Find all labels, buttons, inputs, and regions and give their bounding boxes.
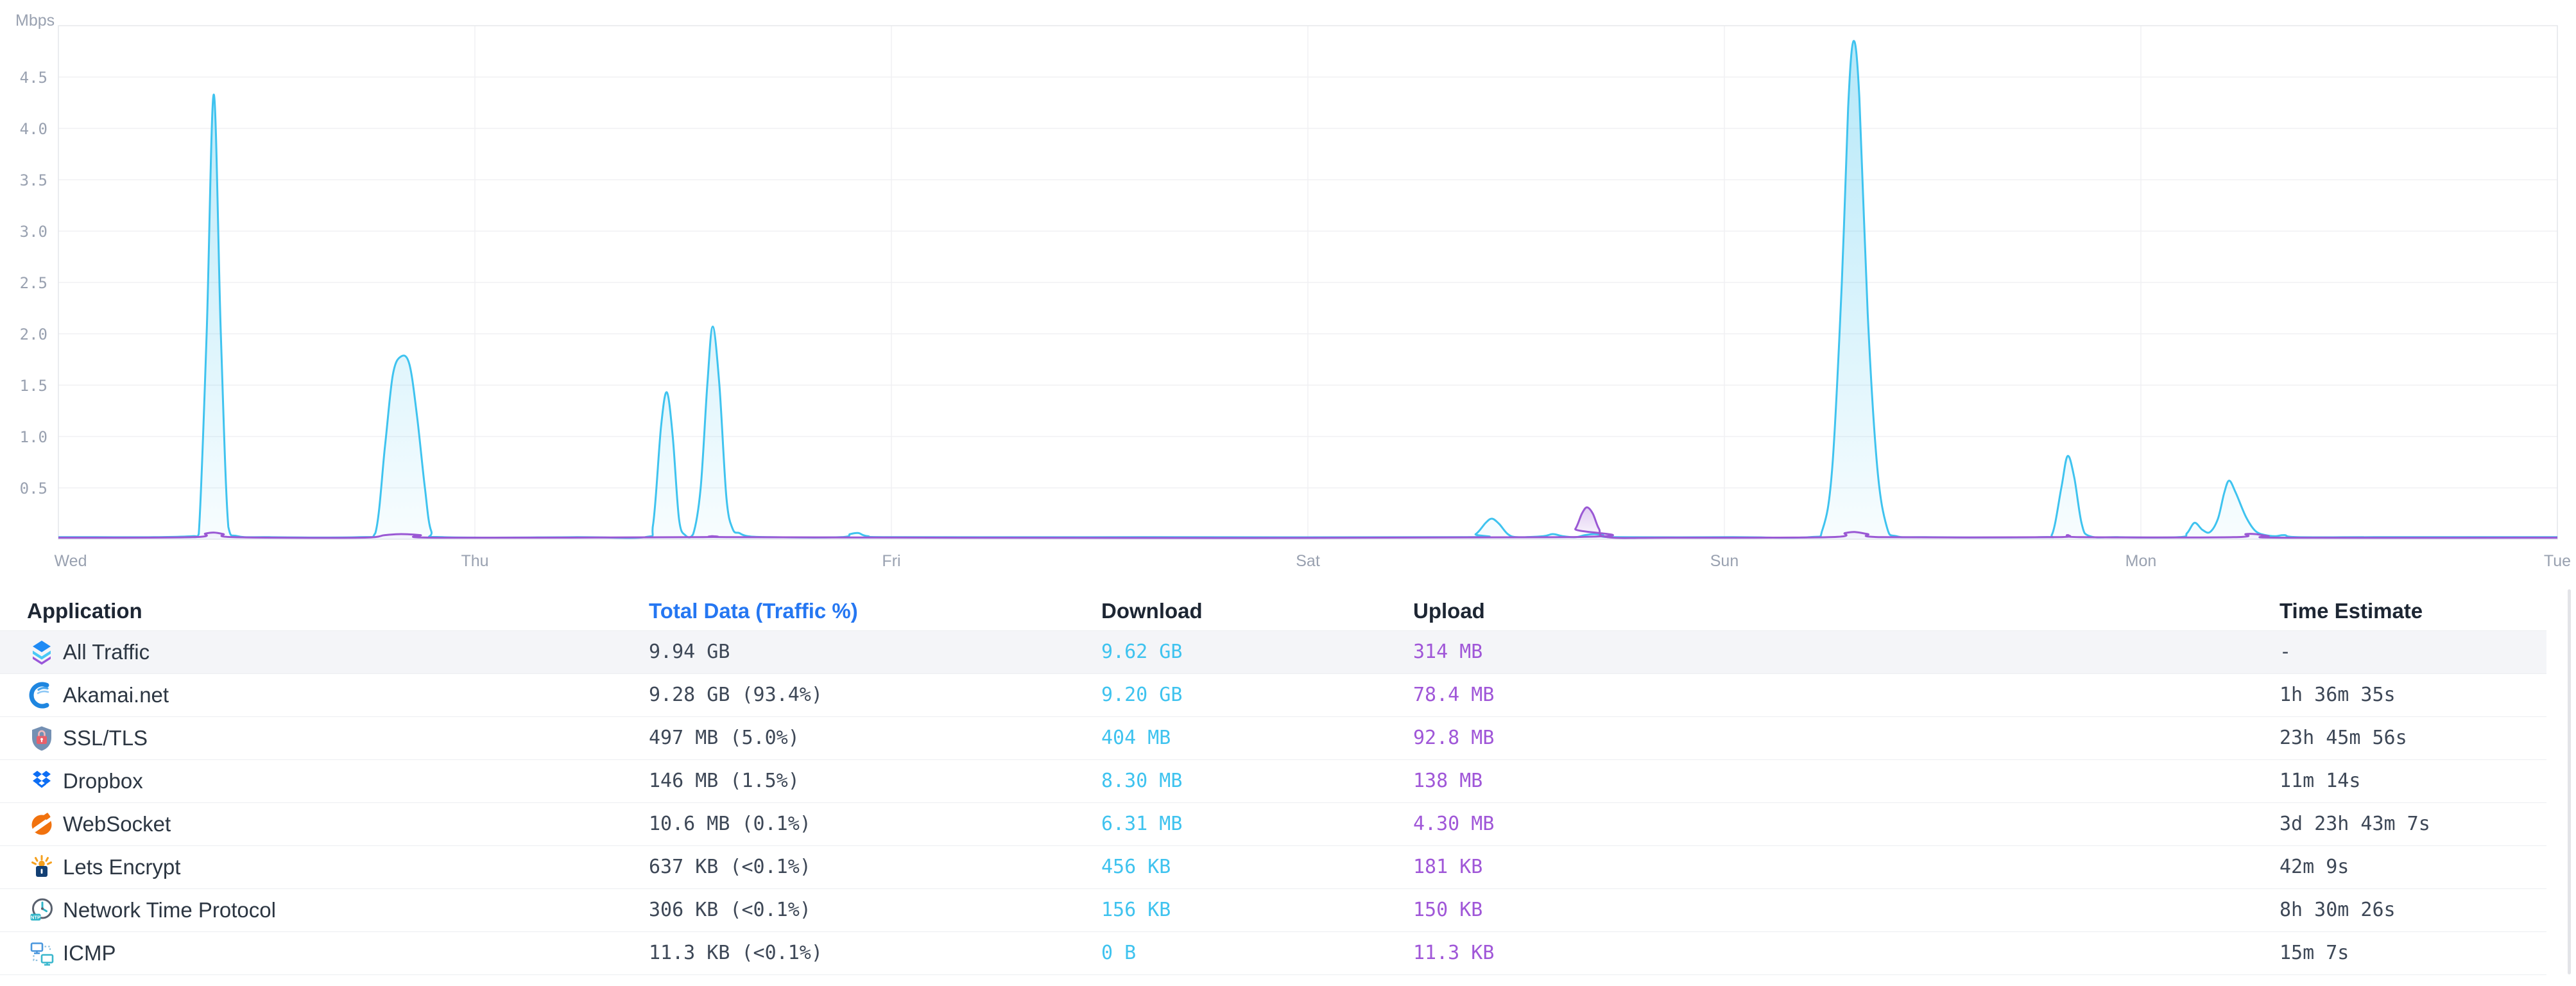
lets-encrypt-icon xyxy=(28,854,55,881)
svg-text:Sun: Sun xyxy=(1710,552,1739,570)
svg-text:Sat: Sat xyxy=(1296,552,1320,570)
column-header-download[interactable]: Download xyxy=(1101,599,1203,623)
time-estimate-value: 3d 23h 43m 7s xyxy=(2280,813,2430,835)
bandwidth-chart-canvas: 0.5 1.0 1.5 2.0 2.5 3.0 3.5 4.0 4.5 Wed Thu Fri Sat S… xyxy=(15,12,2571,570)
svg-text:1.0: 1.0 xyxy=(20,428,47,446)
table-row[interactable]: SSL/TLS 497 MB (5.0%) 404 MB 92.8 MB 23h 45m… xyxy=(0,716,2546,759)
column-header-time-estimate[interactable]: Time Estimate xyxy=(2280,599,2423,623)
upload-value: 11.3 KB xyxy=(1413,942,1495,964)
icmp-icon xyxy=(28,940,55,967)
time-estimate-value: - xyxy=(2280,641,2292,663)
svg-text:1.5: 1.5 xyxy=(20,377,47,395)
column-header-upload[interactable]: Upload xyxy=(1413,599,1485,623)
app-name: Akamai.net xyxy=(63,683,169,707)
upload-value: 4.30 MB xyxy=(1413,813,1495,835)
download-series-line xyxy=(58,40,2557,539)
time-estimate-value: 1h 36m 35s xyxy=(2280,684,2396,706)
svg-text:NTP: NTP xyxy=(31,915,40,921)
table-row[interactable]: All Traffic 9.94 GB 9.62 GB 314 MB - xyxy=(0,630,2546,673)
download-value: 404 MB xyxy=(1101,727,1171,749)
download-value: 156 KB xyxy=(1101,899,1171,921)
table-row[interactable]: Lets Encrypt 637 KB (<0.1%) 456 KB 181 KB 42… xyxy=(0,845,2546,888)
column-header-application[interactable]: Application xyxy=(27,599,142,623)
akamai-icon xyxy=(28,682,55,709)
app-name: Lets Encrypt xyxy=(63,855,181,879)
app-name: WebSocket xyxy=(63,812,171,836)
svg-text:4.0: 4.0 xyxy=(20,120,47,138)
app-name: All Traffic xyxy=(63,640,150,664)
websocket-icon xyxy=(28,811,55,838)
svg-text:3.5: 3.5 xyxy=(20,171,47,189)
dropbox-icon xyxy=(28,768,55,795)
download-value: 0 B xyxy=(1101,942,1137,964)
svg-text:0.5: 0.5 xyxy=(20,480,47,497)
svg-text:Mbps: Mbps xyxy=(15,12,55,30)
download-value: 8.30 MB xyxy=(1101,770,1183,792)
download-value: 6.31 MB xyxy=(1101,813,1183,835)
upload-value: 314 MB xyxy=(1413,641,1483,663)
column-header-total-data[interactable]: Total Data (Traffic %) xyxy=(649,599,858,623)
download-value: 9.20 GB xyxy=(1101,684,1183,706)
ssl-tls-icon xyxy=(28,725,55,752)
svg-text:2.0: 2.0 xyxy=(20,325,47,343)
app-table-body: All Traffic 9.94 GB 9.62 GB 314 MB - Akamai.n… xyxy=(0,630,2546,975)
svg-text:Tue: Tue xyxy=(2544,552,2571,570)
ntp-icon: NTP xyxy=(28,897,55,924)
time-estimate-value: 23h 45m 56s xyxy=(2280,727,2407,749)
total-data-value: 146 MB (1.5%) xyxy=(649,770,800,792)
app-name: SSL/TLS xyxy=(63,726,148,750)
svg-text:2.5: 2.5 xyxy=(20,274,47,292)
app-name: Dropbox xyxy=(63,769,143,793)
table-row[interactable]: ICMP 11.3 KB (<0.1%) 0 B 11.3 KB 15m 7s xyxy=(0,931,2546,975)
time-estimate-value: 15m 7s xyxy=(2280,942,2349,964)
app-name: ICMP xyxy=(63,941,116,965)
download-value: 456 KB xyxy=(1101,856,1171,878)
svg-text:Thu: Thu xyxy=(461,552,488,570)
svg-text:4.5: 4.5 xyxy=(20,69,47,87)
svg-text:Fri: Fri xyxy=(882,552,900,570)
upload-value: 78.4 MB xyxy=(1413,684,1495,706)
upload-series-line xyxy=(58,506,2558,539)
total-data-value: 9.28 GB (93.4%) xyxy=(649,684,823,706)
table-scrollbar[interactable] xyxy=(2568,589,2571,974)
total-data-value: 11.3 KB (<0.1%) xyxy=(649,942,823,964)
total-data-value: 306 KB (<0.1%) xyxy=(649,899,811,921)
all-traffic-icon xyxy=(28,639,55,666)
svg-text:Mon: Mon xyxy=(2125,552,2157,570)
time-estimate-value: 11m 14s xyxy=(2280,770,2361,792)
table-row[interactable]: NTP Network Time Protocol 306 KB (<0.1%) 15… xyxy=(0,888,2546,931)
app-name: Network Time Protocol xyxy=(63,898,276,922)
table-row[interactable]: Dropbox 146 MB (1.5%) 8.30 MB 138 MB 11m 14s xyxy=(0,759,2546,802)
total-data-value: 497 MB (5.0%) xyxy=(649,727,800,749)
total-data-value: 637 KB (<0.1%) xyxy=(649,856,811,878)
svg-text:3.0: 3.0 xyxy=(20,223,47,241)
upload-value: 181 KB xyxy=(1413,856,1483,878)
bandwidth-chart: 0.5 1.0 1.5 2.0 2.5 3.0 3.5 4.0 4.5 Wed Thu Fri Sat S… xyxy=(15,12,2571,570)
table-row[interactable]: WebSocket 10.6 MB (0.1%) 6.31 MB 4.30 MB 3d … xyxy=(0,802,2546,845)
total-data-value: 9.94 GB xyxy=(649,641,730,663)
table-header-row: Application Total Data (Traffic %) Downl… xyxy=(0,592,2546,630)
time-estimate-value: 42m 9s xyxy=(2280,856,2349,878)
time-estimate-value: 8h 30m 26s xyxy=(2280,899,2396,921)
total-data-value: 10.6 MB (0.1%) xyxy=(649,813,811,835)
table-row[interactable]: Akamai.net 9.28 GB (93.4%) 9.20 GB 78.4 MB 1… xyxy=(0,673,2546,716)
svg-text:Wed: Wed xyxy=(55,552,87,570)
application-usage-table: Application Total Data (Traffic %) Downl… xyxy=(0,585,2576,986)
download-value: 9.62 GB xyxy=(1101,641,1183,663)
upload-value: 150 KB xyxy=(1413,899,1483,921)
upload-value: 92.8 MB xyxy=(1413,727,1495,749)
upload-value: 138 MB xyxy=(1413,770,1483,792)
